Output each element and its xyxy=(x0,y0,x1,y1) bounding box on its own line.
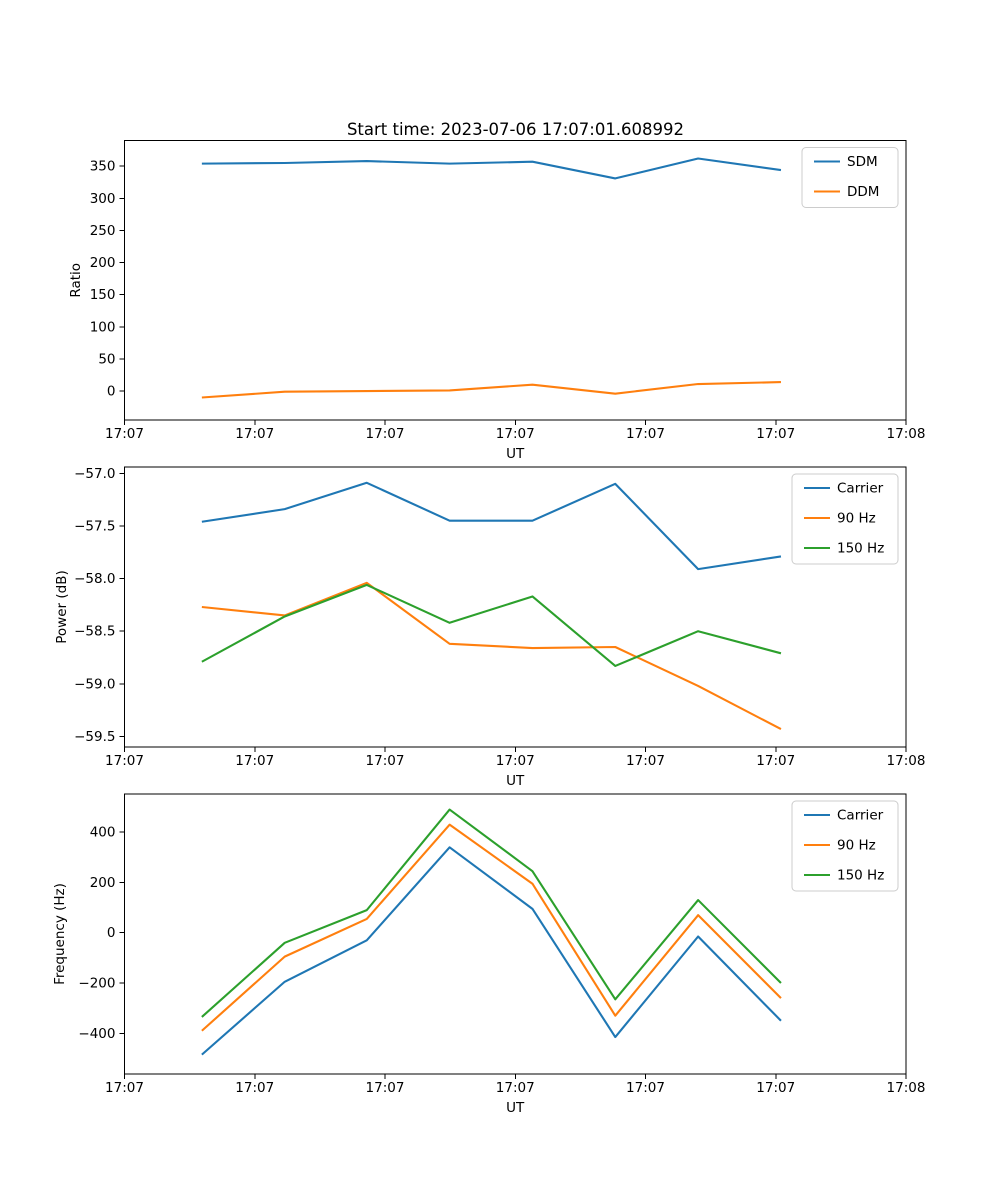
y-tick-label: 200 xyxy=(90,875,116,891)
figure-title: Start time: 2023-07-06 17:07:01.608992 xyxy=(346,120,685,139)
legend-power: Carrier 90 Hz 150 Hz xyxy=(791,473,899,565)
y-tick-label: 100 xyxy=(90,319,116,335)
legend-box xyxy=(791,800,899,892)
subplot-frequency: 17:07 17:07 17:07 17:07 17:07 17:07 17:08 400 20… xyxy=(52,793,926,1116)
x-tick-label: 17:07 xyxy=(756,753,795,769)
y-tick-label: −59.5 xyxy=(74,729,115,745)
x-tick-label: 17:07 xyxy=(105,426,144,442)
x-tick-label: 17:07 xyxy=(626,753,665,769)
legend-label-90-hz: 90 Hz xyxy=(837,511,876,527)
legend-label-sdm: SDM xyxy=(847,154,878,170)
series-line-carrier xyxy=(201,481,782,571)
x-tick-label: 17:07 xyxy=(756,1080,795,1096)
x-tick-label: 17:07 xyxy=(756,426,795,442)
series-line-150-hz xyxy=(201,808,782,1018)
y-tick-label: −57.0 xyxy=(74,466,115,482)
x-tick-label: 17:07 xyxy=(366,426,405,442)
y-tick-label: 350 xyxy=(90,159,116,175)
y-axis-label: Power (dB) xyxy=(54,570,70,643)
x-tick-label: 17:07 xyxy=(626,1080,665,1096)
legend-label-150-hz: 150 Hz xyxy=(837,541,884,557)
axes-frame-ratio xyxy=(124,140,907,421)
x-tick-label: 17:08 xyxy=(887,1080,926,1096)
legend-ratio: SDM DDM xyxy=(801,147,899,208)
series-line-150-hz xyxy=(201,583,782,667)
axes-frame-power xyxy=(124,466,907,748)
y-axis-label: Ratio xyxy=(68,263,84,298)
x-tick-label: 17:07 xyxy=(626,426,665,442)
legend-box xyxy=(791,473,899,565)
x-tick-label: 17:07 xyxy=(235,1080,274,1096)
y-tick-label: −57.5 xyxy=(74,518,115,534)
series-line-90-hz xyxy=(201,823,782,1032)
series-line-sdm xyxy=(201,157,782,180)
axes-frame-frequency xyxy=(124,793,907,1075)
x-tick-label: 17:07 xyxy=(235,426,274,442)
legend-label-carrier: Carrier xyxy=(837,481,884,497)
legend-frequency: Carrier 90 Hz 150 Hz xyxy=(791,800,899,892)
x-tick-label: 17:08 xyxy=(887,426,926,442)
y-tick-label: −59.0 xyxy=(74,676,115,692)
x-tick-label: 17:08 xyxy=(887,753,926,769)
subplot-ratio: 17:07 17:07 17:07 17:07 17:07 17:07 17:08 0 50 10… xyxy=(68,140,926,462)
x-tick-label: 17:07 xyxy=(496,1080,535,1096)
subplot-power: 17:07 17:07 17:07 17:07 17:07 17:07 17:08 −57.0… xyxy=(54,466,925,789)
y-tick-label: −200 xyxy=(78,976,115,992)
y-tick-label: −400 xyxy=(78,1026,115,1042)
x-tick-label: 17:07 xyxy=(105,1080,144,1096)
series-line-ddm xyxy=(201,381,781,399)
y-tick-label: 150 xyxy=(90,287,116,303)
y-tick-label: 400 xyxy=(90,825,116,841)
legend-label-carrier: Carrier xyxy=(837,808,884,824)
y-tick-label: 300 xyxy=(90,191,116,207)
legend-label-150-hz: 150 Hz xyxy=(837,868,884,884)
x-axis-label: UT xyxy=(506,446,525,462)
x-axis-label: UT xyxy=(506,773,525,789)
y-axis-label: Frequency (Hz) xyxy=(52,883,68,985)
x-tick-label: 17:07 xyxy=(496,753,535,769)
x-tick-label: 17:07 xyxy=(496,426,535,442)
legend-label-ddm: DDM xyxy=(847,184,879,200)
legend-label-90-hz: 90 Hz xyxy=(837,838,876,854)
y-tick-label: 250 xyxy=(90,223,116,239)
y-tick-label: 200 xyxy=(90,255,116,271)
x-tick-label: 17:07 xyxy=(105,753,144,769)
y-tick-label: 0 xyxy=(107,384,116,400)
x-axis-label: UT xyxy=(506,1100,525,1116)
x-tick-label: 17:07 xyxy=(366,1080,405,1096)
y-tick-label: −58.5 xyxy=(74,624,115,640)
y-tick-label: 50 xyxy=(98,351,115,367)
y-tick-label: 0 xyxy=(107,925,116,941)
series-line-carrier xyxy=(201,846,782,1056)
y-tick-label: −58.0 xyxy=(74,571,115,587)
series-line-90-hz xyxy=(201,581,782,731)
x-tick-label: 17:07 xyxy=(366,753,405,769)
x-tick-label: 17:07 xyxy=(235,753,274,769)
